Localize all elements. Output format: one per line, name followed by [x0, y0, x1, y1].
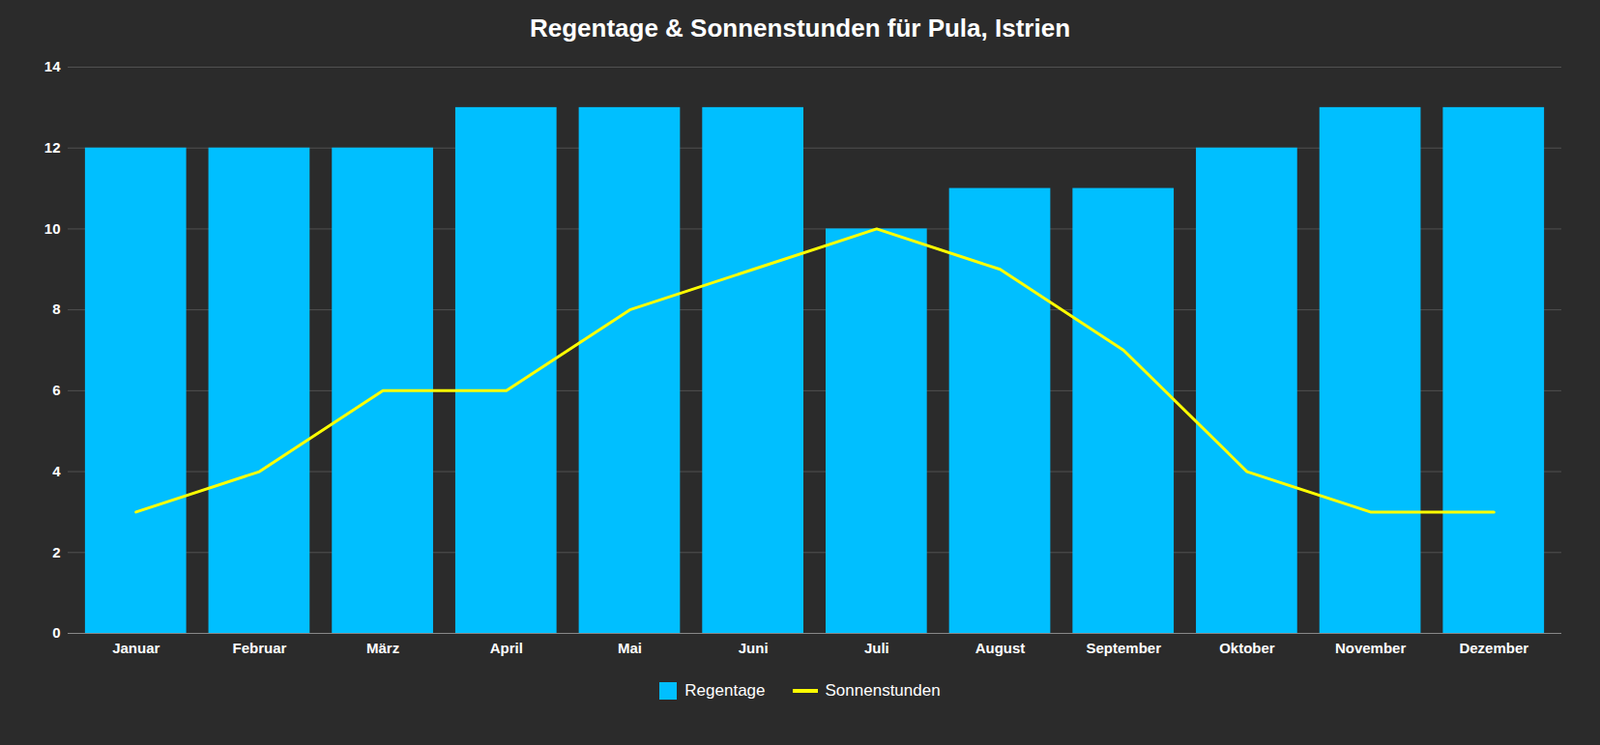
svg-text:Juni: Juni — [738, 640, 769, 657]
svg-text:Oktober: Oktober — [1219, 640, 1276, 657]
svg-text:10: 10 — [44, 220, 61, 237]
svg-text:8: 8 — [52, 300, 60, 318]
svg-text:4: 4 — [52, 463, 61, 480]
svg-text:November: November — [1335, 640, 1407, 657]
svg-text:12: 12 — [44, 139, 61, 156]
svg-text:Juli: Juli — [864, 640, 890, 657]
svg-text:März: März — [366, 640, 400, 657]
svg-text:April: April — [490, 640, 524, 657]
svg-text:2: 2 — [52, 544, 60, 561]
svg-text:September: September — [1085, 640, 1162, 657]
svg-text:14: 14 — [44, 58, 61, 75]
html-text:Regentage: Regentage — [684, 681, 766, 700]
html-text:Regentage & Sonnenstunden für: Regentage & Sonnenstunden für Pula, Istr… — [529, 13, 1071, 43]
svg-text:6: 6 — [52, 381, 60, 399]
svg-text:Januar: Januar — [112, 640, 160, 657]
svg-text:Februar: Februar — [232, 640, 287, 657]
html-text:Sonnenstunden: Sonnenstunden — [825, 681, 941, 700]
svg-text:Mai: Mai — [617, 640, 642, 657]
svg-text:Dezember: Dezember — [1458, 640, 1529, 657]
svg-text:August: August — [975, 640, 1026, 657]
svg-text:0: 0 — [52, 624, 60, 641]
